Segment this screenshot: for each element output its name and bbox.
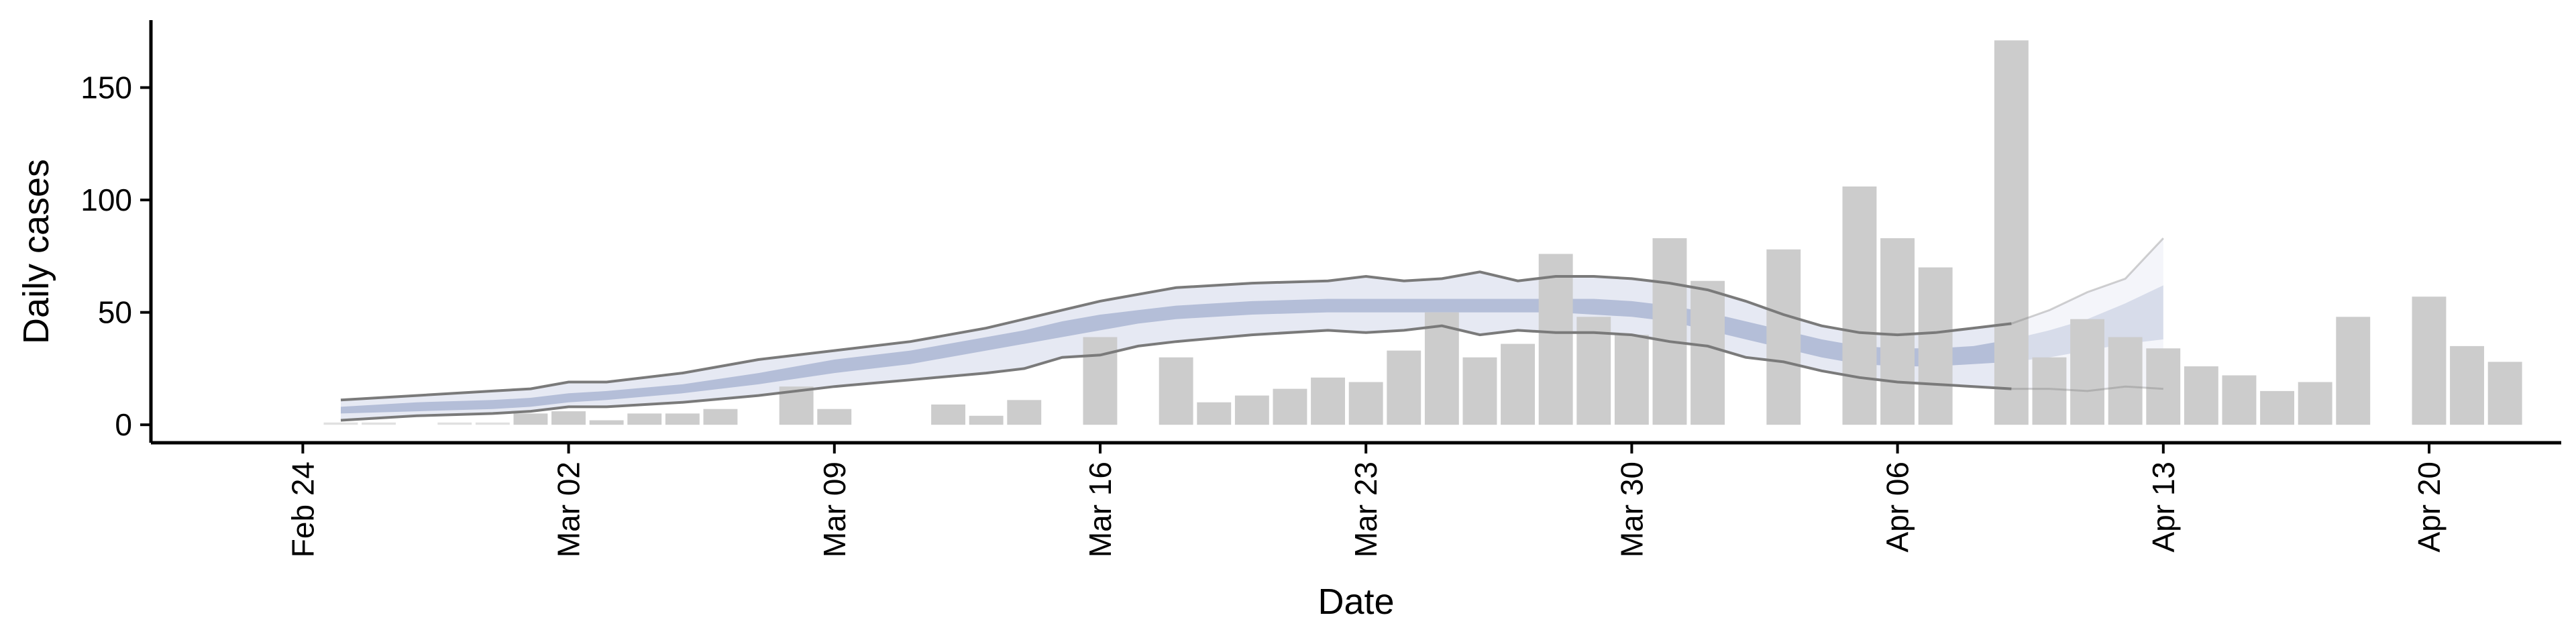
- x-tick-label: Mar 23: [1348, 462, 1383, 557]
- case-bar: [627, 413, 662, 425]
- x-tick-label: Mar 09: [817, 462, 852, 557]
- case-bar: [2298, 382, 2332, 425]
- y-tick-label: 150: [80, 70, 132, 105]
- case-bar: [362, 422, 396, 425]
- case-bar: [703, 409, 738, 425]
- case-bar: [1880, 238, 1915, 425]
- case-bar: [2336, 317, 2371, 425]
- case-bar: [1690, 280, 1725, 425]
- case-bar: [1234, 395, 1269, 425]
- case-bar: [665, 413, 700, 425]
- x-tick-label: Apr 20: [2412, 462, 2447, 553]
- case-bar: [2412, 297, 2447, 425]
- case-bar: [1538, 254, 1573, 425]
- case-bar: [1842, 186, 1877, 425]
- case-bar: [1197, 402, 1232, 425]
- case-bar: [2487, 362, 2522, 425]
- case-bar: [1273, 388, 1307, 425]
- case-bar: [1387, 350, 1421, 425]
- case-bar: [1424, 312, 1459, 425]
- x-axis-ticks: Feb 24 Mar 02 Mar 09 Mar 16 Mar 23 Mar 30 Apr …: [285, 443, 2447, 557]
- x-tick-label: Mar 30: [1614, 462, 1649, 557]
- case-bars: [323, 40, 2522, 425]
- case-bar: [1348, 382, 1383, 425]
- axes: 0 50 100 150 Feb 24 Mar 02 Mar 09 Mar 16 Mar 23…: [80, 20, 2561, 557]
- case-bar: [969, 415, 1004, 425]
- case-bar: [1766, 249, 1801, 425]
- x-axis-title: Date: [1318, 582, 1394, 622]
- case-bar: [1994, 40, 2029, 425]
- upper-interval-line: [340, 270, 2012, 402]
- case-bar: [1159, 357, 1193, 425]
- median-band: [341, 299, 2012, 414]
- x-tick-label: Apr 13: [2146, 462, 2181, 553]
- y-axis-title: Daily cases: [16, 159, 56, 344]
- case-bar: [1614, 335, 1649, 425]
- case-bar: [1462, 357, 1497, 425]
- upper-interval-line-faded: [2010, 237, 2164, 325]
- case-bar: [323, 422, 358, 425]
- case-bar: [551, 411, 586, 425]
- case-bar: [589, 420, 624, 425]
- case-bar: [513, 413, 548, 425]
- case-bar: [1501, 343, 1535, 425]
- case-bar: [1083, 337, 1118, 425]
- case-bar: [2260, 390, 2294, 425]
- case-bar: [475, 422, 510, 425]
- case-bar: [2108, 337, 2143, 425]
- case-bar: [2184, 366, 2218, 425]
- case-bar: [2032, 357, 2067, 425]
- case-bar: [1918, 267, 1953, 425]
- case-bar: [2070, 319, 2104, 425]
- case-bar: [1652, 238, 1687, 425]
- case-bar: [2450, 345, 2484, 425]
- case-bar: [437, 422, 472, 425]
- lower-interval-line-faded: [2011, 385, 2163, 392]
- x-tick-label: Mar 16: [1083, 462, 1118, 557]
- case-bar: [817, 409, 852, 425]
- case-bar: [931, 405, 965, 425]
- y-axis-ticks: 0 50 100 150: [80, 70, 151, 442]
- case-bar: [1311, 377, 1345, 425]
- y-tick-label: 100: [80, 182, 132, 217]
- x-tick-label: Mar 02: [551, 462, 586, 557]
- x-tick-label: Feb 24: [285, 462, 320, 557]
- y-tick-label: 50: [98, 295, 132, 330]
- case-bar: [1576, 317, 1611, 425]
- x-tick-label: Apr 06: [1880, 462, 1915, 553]
- case-bar: [1007, 400, 1042, 425]
- y-tick-label: 0: [115, 407, 132, 442]
- estimate-interval-lines: [340, 237, 2164, 422]
- lower-interval-line: [340, 324, 2012, 422]
- case-bar: [2146, 348, 2181, 425]
- case-bar: [2222, 375, 2257, 425]
